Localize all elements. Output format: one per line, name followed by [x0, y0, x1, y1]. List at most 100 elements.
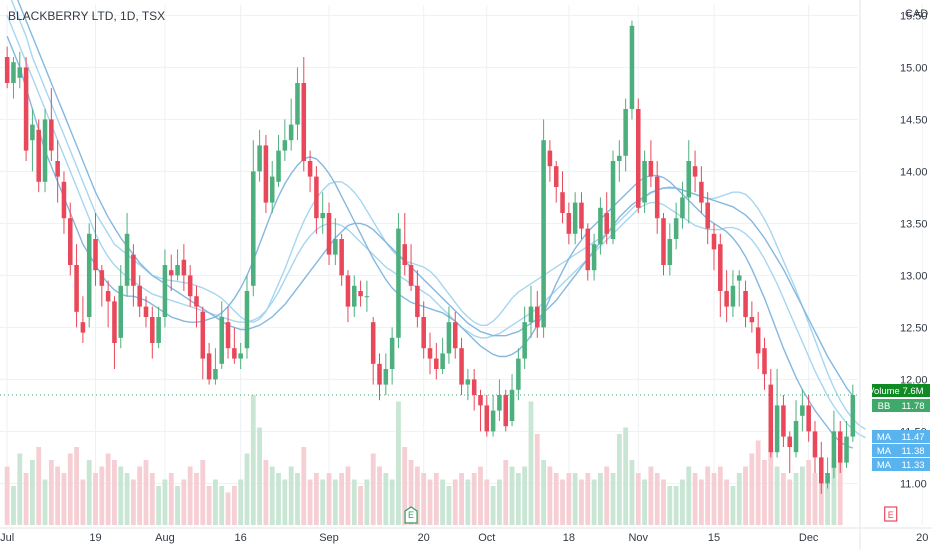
- candle-body[interactable]: [642, 161, 647, 203]
- candle-body[interactable]: [497, 395, 502, 411]
- candle-body[interactable]: [623, 109, 628, 156]
- candle-body[interactable]: [762, 348, 767, 375]
- candle-body[interactable]: [579, 202, 584, 229]
- candle-body[interactable]: [812, 431, 818, 458]
- candle-body[interactable]: [560, 192, 565, 213]
- candle-body[interactable]: [156, 317, 161, 343]
- candle-body[interactable]: [743, 291, 748, 317]
- candle-body[interactable]: [326, 213, 332, 255]
- candle-body[interactable]: [503, 395, 509, 427]
- candle-body[interactable]: [370, 322, 376, 364]
- candle-body[interactable]: [143, 306, 149, 317]
- candle-body[interactable]: [93, 239, 98, 271]
- candle-body[interactable]: [724, 291, 729, 307]
- candle-body[interactable]: [825, 473, 830, 484]
- candle-body[interactable]: [566, 213, 572, 234]
- candle-body[interactable]: [673, 218, 679, 239]
- candle-body[interactable]: [819, 457, 824, 484]
- candle-body[interactable]: [787, 436, 793, 447]
- candle-body[interactable]: [23, 67, 29, 151]
- candle-body[interactable]: [692, 166, 698, 177]
- candle-body[interactable]: [99, 270, 105, 286]
- candle-body[interactable]: [553, 166, 559, 187]
- candle-body[interactable]: [187, 275, 193, 297]
- candle-body[interactable]: [383, 369, 389, 385]
- candle-body[interactable]: [661, 218, 666, 265]
- candle-body[interactable]: [377, 363, 382, 385]
- candle-body[interactable]: [680, 197, 685, 219]
- candle-body[interactable]: [49, 119, 54, 151]
- candle-body[interactable]: [232, 348, 237, 359]
- candle-body[interactable]: [768, 384, 774, 453]
- candle-body[interactable]: [528, 306, 534, 323]
- candle-body[interactable]: [301, 83, 307, 161]
- candle-body[interactable]: [396, 228, 401, 338]
- candle-body[interactable]: [415, 285, 420, 317]
- candle-body[interactable]: [635, 109, 641, 208]
- candle-body[interactable]: [478, 395, 483, 406]
- candle-body[interactable]: [225, 322, 231, 349]
- candle-body[interactable]: [181, 259, 187, 276]
- candle-body[interactable]: [446, 322, 452, 354]
- candle-body[interactable]: [610, 161, 616, 239]
- candle-body[interactable]: [295, 83, 300, 125]
- candle-body[interactable]: [705, 202, 710, 229]
- earnings-marker[interactable]: E: [404, 506, 418, 524]
- candle-body[interactable]: [793, 421, 799, 453]
- candle-body[interactable]: [112, 301, 117, 343]
- candle-body[interactable]: [648, 161, 654, 177]
- earnings-marker[interactable]: E: [884, 506, 898, 522]
- candle-body[interactable]: [427, 348, 433, 359]
- candle-body[interactable]: [718, 244, 723, 291]
- candle-body[interactable]: [598, 207, 603, 245]
- candle-body[interactable]: [131, 254, 136, 286]
- candle-body[interactable]: [42, 119, 48, 182]
- candle-body[interactable]: [168, 270, 174, 276]
- candle-body[interactable]: [572, 202, 578, 234]
- candle-body[interactable]: [490, 410, 496, 432]
- candle-body[interactable]: [800, 405, 805, 416]
- candle-body[interactable]: [736, 275, 742, 281]
- candle-body[interactable]: [30, 124, 35, 141]
- candle-body[interactable]: [105, 291, 111, 302]
- candle-body[interactable]: [288, 124, 294, 141]
- candle-body[interactable]: [459, 348, 464, 385]
- candle-body[interactable]: [547, 150, 553, 167]
- candle-body[interactable]: [465, 379, 471, 385]
- candle-body[interactable]: [541, 140, 546, 328]
- candle-body[interactable]: [257, 145, 262, 172]
- candle-body[interactable]: [320, 213, 325, 219]
- candle-body[interactable]: [206, 353, 212, 380]
- candle-body[interactable]: [806, 405, 811, 432]
- candle-body[interactable]: [629, 25, 635, 109]
- candle-body[interactable]: [194, 296, 199, 307]
- candle-body[interactable]: [617, 155, 622, 161]
- candle-body[interactable]: [844, 436, 849, 463]
- candle-body[interactable]: [781, 405, 786, 437]
- candle-body[interactable]: [4, 57, 10, 83]
- candle-body[interactable]: [604, 213, 609, 234]
- candle-body[interactable]: [585, 228, 591, 271]
- candle-body[interactable]: [774, 405, 780, 453]
- candle-body[interactable]: [831, 431, 837, 468]
- candle-body[interactable]: [667, 239, 673, 265]
- candle-body[interactable]: [269, 176, 275, 203]
- candle-body[interactable]: [276, 150, 281, 182]
- candle-body[interactable]: [421, 317, 426, 349]
- candle-body[interactable]: [345, 275, 351, 307]
- candle-body[interactable]: [74, 265, 79, 312]
- candle-body[interactable]: [535, 306, 540, 328]
- candle-body[interactable]: [850, 395, 856, 437]
- candle-body[interactable]: [699, 181, 704, 203]
- candle-body[interactable]: [80, 322, 86, 333]
- candle-body[interactable]: [124, 233, 130, 286]
- candle-body[interactable]: [67, 218, 73, 265]
- candle-body[interactable]: [516, 358, 521, 390]
- candle-body[interactable]: [440, 353, 445, 369]
- candle-body[interactable]: [251, 171, 256, 286]
- candle-body[interactable]: [522, 322, 527, 359]
- candle-body[interactable]: [730, 285, 736, 307]
- candle-body[interactable]: [36, 129, 41, 182]
